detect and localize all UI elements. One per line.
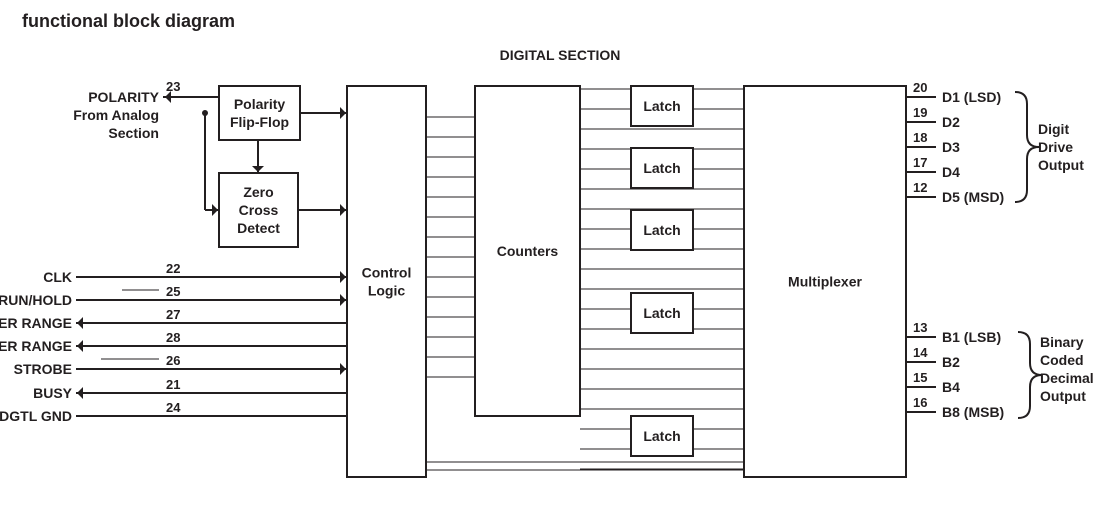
bracket-label: Drive xyxy=(1038,139,1073,155)
pin-24: 24 xyxy=(166,400,181,415)
block-zero_cross: Zero Cross Detect xyxy=(219,173,298,247)
section-label: DIGITAL SECTION xyxy=(500,47,621,63)
bracket-label: Coded xyxy=(1040,352,1084,368)
page-title: functional block diagram xyxy=(22,11,235,31)
pin-27: 27 xyxy=(166,307,180,322)
signal-under-range: UNDER RANGE xyxy=(0,338,72,354)
pin-18: 18 xyxy=(913,130,927,145)
block-polarity_ff: Polarity Flip-Flop xyxy=(219,86,300,140)
pin-20: 20 xyxy=(913,80,927,95)
signal-run-hold: RUN/HOLD xyxy=(0,292,72,308)
signal-busy: BUSY xyxy=(33,385,73,401)
signal-polarity-label: Section xyxy=(108,125,159,141)
signal-d1-lsd-: D1 (LSD) xyxy=(942,89,1001,105)
pin-13: 13 xyxy=(913,320,927,335)
block-label: Zero xyxy=(243,184,273,200)
pin-17: 17 xyxy=(913,155,927,170)
pin-polarity: 23 xyxy=(166,79,180,94)
svg-text:Latch: Latch xyxy=(643,98,680,114)
bracket-label: Digit xyxy=(1038,121,1069,137)
svg-text:Logic: Logic xyxy=(368,283,406,299)
svg-text:Latch: Latch xyxy=(643,428,680,444)
svg-text:Multiplexer: Multiplexer xyxy=(788,274,862,290)
signal-b4: B4 xyxy=(942,379,960,395)
signal-over-range: OVER RANGE xyxy=(0,315,72,331)
bracket-label: Output xyxy=(1040,388,1086,404)
svg-text:Latch: Latch xyxy=(643,305,680,321)
svg-text:Latch: Latch xyxy=(643,160,680,176)
signal-d3: D3 xyxy=(942,139,960,155)
pin-14: 14 xyxy=(913,345,928,360)
svg-text:Latch: Latch xyxy=(643,222,680,238)
signal-polarity-label: POLARITY xyxy=(88,89,159,105)
svg-text:Counters: Counters xyxy=(497,243,559,259)
bracket xyxy=(1018,332,1042,418)
pin-25: 25 xyxy=(166,284,180,299)
signal-d2: D2 xyxy=(942,114,960,130)
pin-26: 26 xyxy=(166,353,180,368)
pin-19: 19 xyxy=(913,105,927,120)
bracket-label: Binary xyxy=(1040,334,1084,350)
pin-16: 16 xyxy=(913,395,927,410)
signal-strobe: STROBE xyxy=(14,361,72,377)
svg-text:Control: Control xyxy=(362,265,412,281)
signal-b1-lsb-: B1 (LSB) xyxy=(942,329,1001,345)
signal-clk: CLK xyxy=(43,269,72,285)
bracket-label: Output xyxy=(1038,157,1084,173)
bracket-label: Decimal xyxy=(1040,370,1094,386)
block-label: Cross xyxy=(239,202,279,218)
block-label: Flip-Flop xyxy=(230,114,289,130)
bracket xyxy=(1015,92,1039,202)
block-label: Polarity xyxy=(234,96,286,112)
signal-d4: D4 xyxy=(942,164,960,180)
pin-28: 28 xyxy=(166,330,180,345)
signal-polarity-label: From Analog xyxy=(73,107,159,123)
pin-15: 15 xyxy=(913,370,927,385)
pin-12: 12 xyxy=(913,180,927,195)
signal-b8-msb-: B8 (MSB) xyxy=(942,404,1004,420)
block-label: Detect xyxy=(237,220,280,236)
signal-d5-msd-: D5 (MSD) xyxy=(942,189,1004,205)
signal-b2: B2 xyxy=(942,354,960,370)
signal-dgtl-gnd: DGTL GND xyxy=(0,408,72,424)
pin-22: 22 xyxy=(166,261,180,276)
pin-21: 21 xyxy=(166,377,180,392)
